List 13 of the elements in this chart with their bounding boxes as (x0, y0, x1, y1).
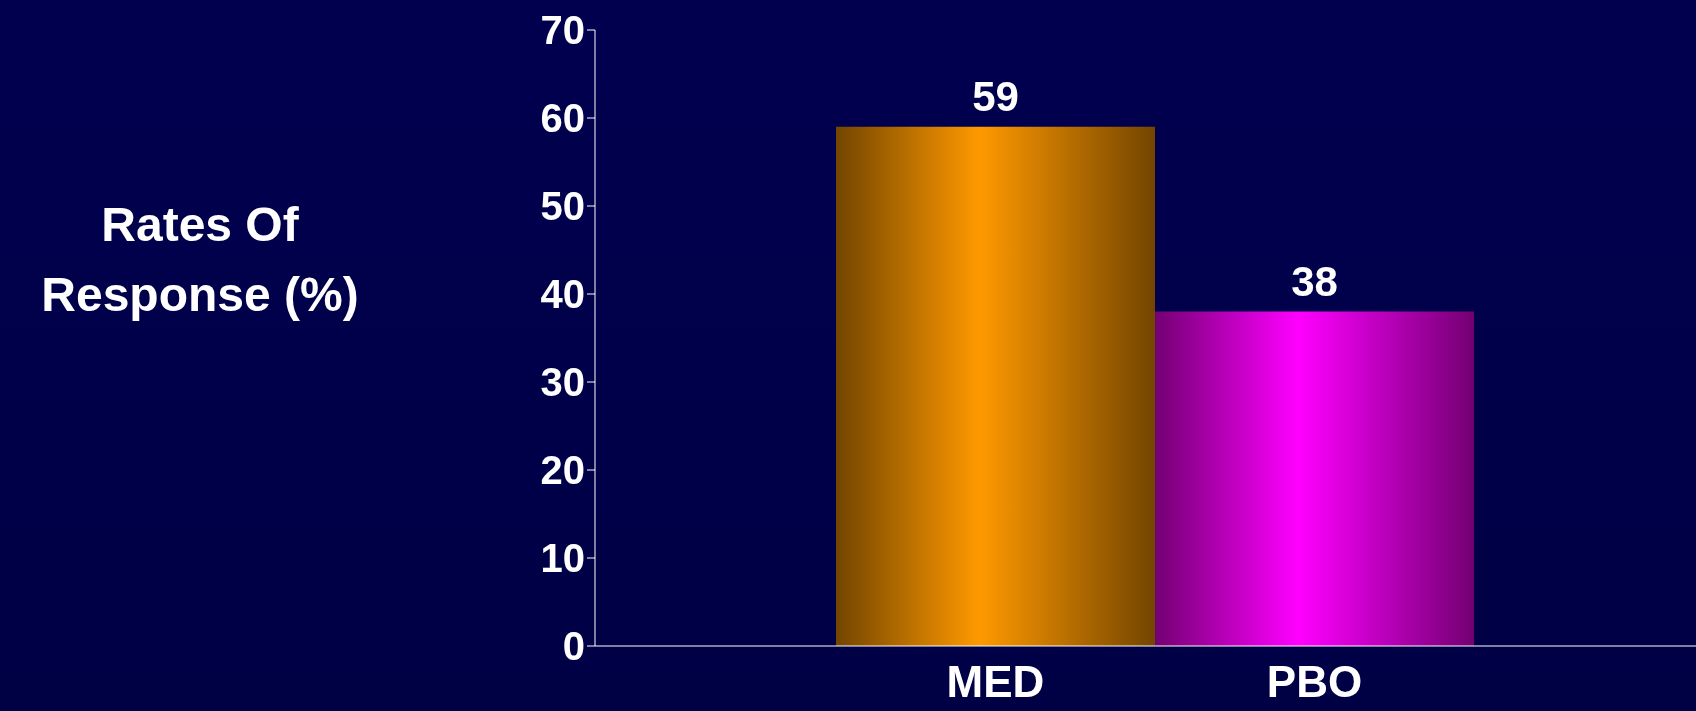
y-tick-label: 40 (540, 272, 585, 317)
data-label: 38 (1291, 257, 1338, 305)
y-tick-label: 60 (540, 96, 585, 141)
y-tick-label: 50 (540, 184, 585, 229)
data-label: 59 (972, 72, 1019, 120)
x-tick-label: MED (946, 657, 1045, 707)
y-tick-label: 0 (562, 624, 585, 669)
y-tick-label: 10 (540, 536, 585, 581)
y-axis-title: Rates Of Response (%) (40, 197, 360, 323)
x-tick-label: PBO (1266, 657, 1363, 707)
y-tick-label: 30 (540, 360, 585, 405)
y-tick-label: 70 (540, 8, 585, 53)
y-tick-label: 20 (540, 448, 585, 493)
